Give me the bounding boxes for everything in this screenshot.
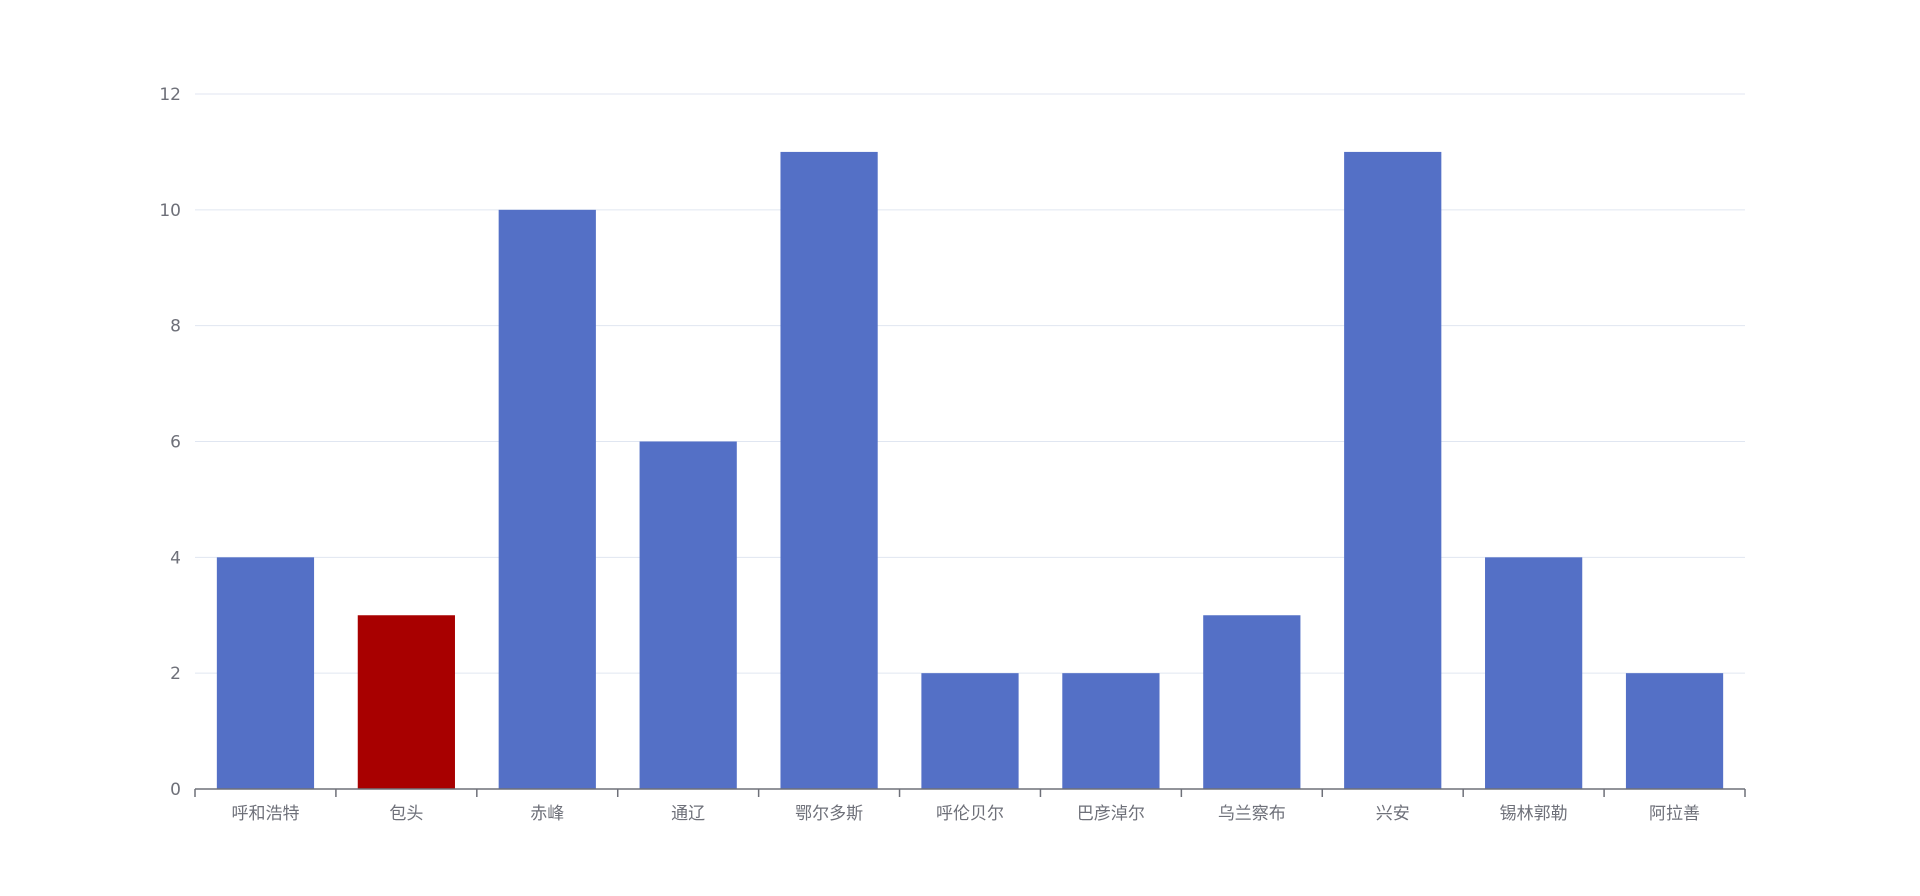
y-tick-label: 10 [159,201,181,221]
bar-9[interactable] [1485,557,1583,789]
y-tick-label: 2 [170,664,181,684]
x-category-label: 阿拉善 [1649,804,1700,824]
bar-series [216,151,1724,790]
x-category-label: 呼伦贝尔 [936,804,1004,824]
x-category-label: 通辽 [671,804,705,824]
x-axis-category-labels: 呼和浩特 包头 赤峰 通辽 鄂尔多斯 呼伦贝尔 巴彦淖尔 乌兰察布 兴安 锡林郭勒 阿拉善 [231,804,1700,824]
y-tick-label: 4 [170,548,181,568]
bar-1[interactable] [357,615,455,789]
y-tick-label: 12 [159,85,181,105]
bar-5[interactable] [921,673,1019,789]
bar-8[interactable] [1344,151,1442,789]
bar-0[interactable] [216,557,315,789]
y-tick-label: 8 [170,317,181,337]
bar-10[interactable] [1625,673,1724,789]
x-axis [194,788,1746,797]
x-category-label: 巴彦淖尔 [1077,804,1145,824]
y-tick-label: 0 [170,780,181,800]
bar-3[interactable] [639,441,737,790]
x-category-label: 鄂尔多斯 [795,804,863,824]
x-category-label: 包头 [389,804,423,824]
bar-4[interactable] [780,151,878,789]
x-category-label: 锡林郭勒 [1500,804,1568,824]
y-tick-label: 6 [170,433,181,453]
bar-6[interactable] [1062,673,1160,789]
x-category-label: 赤峰 [530,804,564,824]
bar-2[interactable] [498,209,596,790]
x-category-label: 乌兰察布 [1218,804,1286,824]
y-axis-tick-labels: 0 2 4 6 8 10 12 [159,85,181,800]
x-category-label: 兴安 [1376,804,1410,824]
bar-7[interactable] [1203,615,1301,789]
x-category-label: 呼和浩特 [231,804,299,824]
